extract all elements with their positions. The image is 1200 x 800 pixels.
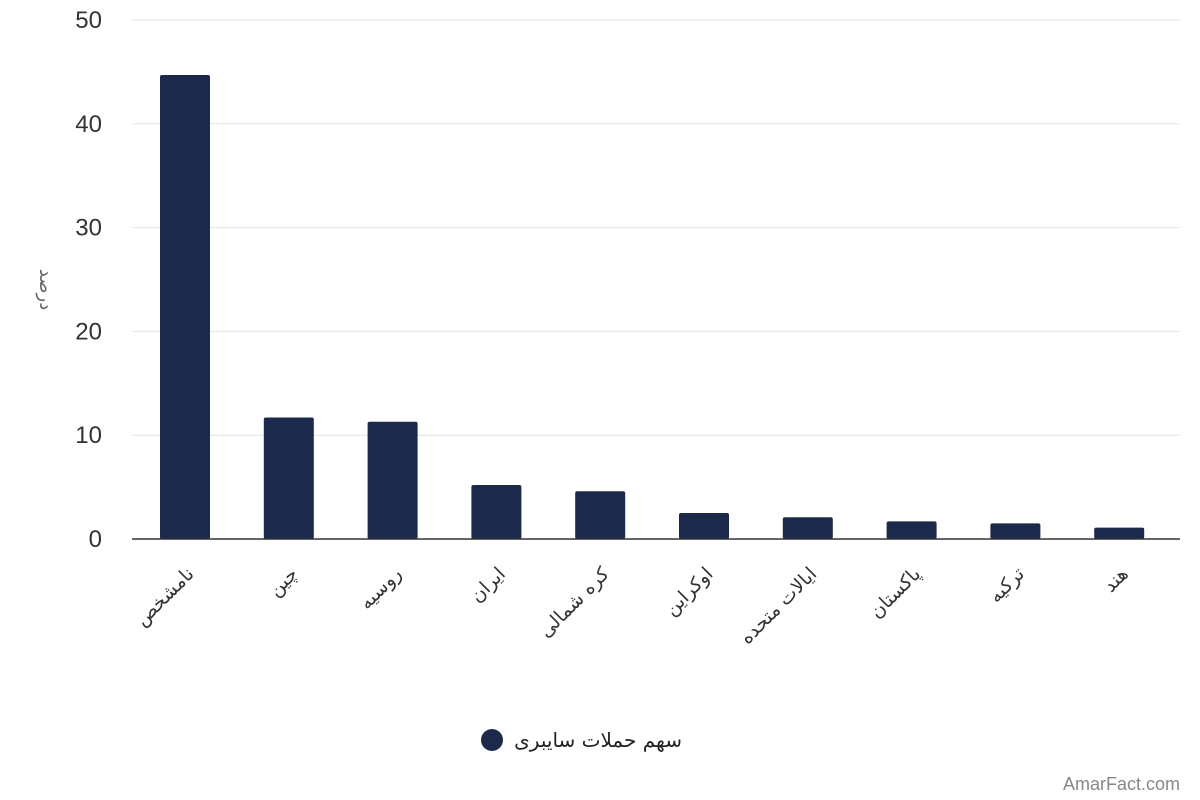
y-tick-label: 50 [75, 7, 102, 34]
bar[interactable] [886, 521, 937, 539]
bar[interactable] [782, 517, 833, 539]
y-axis-title: درصد [35, 269, 56, 310]
x-tick-label: پاکستان [865, 563, 925, 623]
bar[interactable] [263, 417, 314, 539]
y-tick-label: 40 [75, 111, 102, 138]
y-tick-label: 20 [75, 318, 102, 345]
x-axis-labels: نامشخص چین روسیه ایران کره شمالی اوکراین ایالا… [131, 562, 1133, 648]
x-tick-label: هند [1099, 563, 1133, 597]
y-axis-ticks: 0 10 20 30 40 50 [75, 7, 102, 553]
bar[interactable] [471, 485, 522, 539]
legend-label: سهم حملات سایبری [514, 728, 682, 752]
watermark-text: AmarFact.com [1063, 774, 1180, 794]
bar[interactable] [990, 523, 1041, 539]
legend[interactable]: سهم حملات سایبری [481, 728, 682, 752]
x-tick-label: ایالات متحده [736, 563, 822, 649]
bars [160, 75, 1145, 539]
y-tick-label: 10 [75, 422, 102, 449]
bar[interactable] [679, 513, 729, 539]
x-tick-label: نامشخص [131, 563, 199, 631]
x-tick-label: ایران [466, 563, 510, 607]
bar[interactable] [160, 75, 210, 539]
bar[interactable] [575, 491, 626, 539]
x-tick-label: روسیه [355, 563, 406, 614]
x-tick-label: چین [264, 563, 302, 601]
bar[interactable] [367, 421, 418, 539]
y-tick-label: 0 [89, 526, 102, 553]
legend-swatch [481, 729, 503, 751]
x-tick-label: اوکراین [660, 563, 717, 620]
bar[interactable] [1094, 527, 1145, 539]
x-tick-label: کره شمالی [535, 562, 615, 642]
y-tick-label: 30 [75, 215, 102, 242]
x-tick-label: ترکیه [985, 563, 1029, 607]
gridlines [132, 19, 1180, 436]
